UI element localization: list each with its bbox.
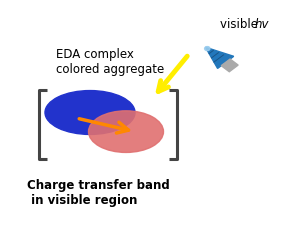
Ellipse shape (88, 111, 164, 153)
Ellipse shape (205, 47, 210, 51)
Text: EDA complex
colored aggregate: EDA complex colored aggregate (56, 48, 164, 76)
Text: visible: visible (220, 18, 262, 31)
Text: hv: hv (255, 18, 269, 31)
Polygon shape (206, 47, 234, 68)
Ellipse shape (45, 90, 135, 134)
Text: Charge transfer band
 in visible region: Charge transfer band in visible region (27, 179, 170, 207)
Polygon shape (221, 59, 238, 72)
